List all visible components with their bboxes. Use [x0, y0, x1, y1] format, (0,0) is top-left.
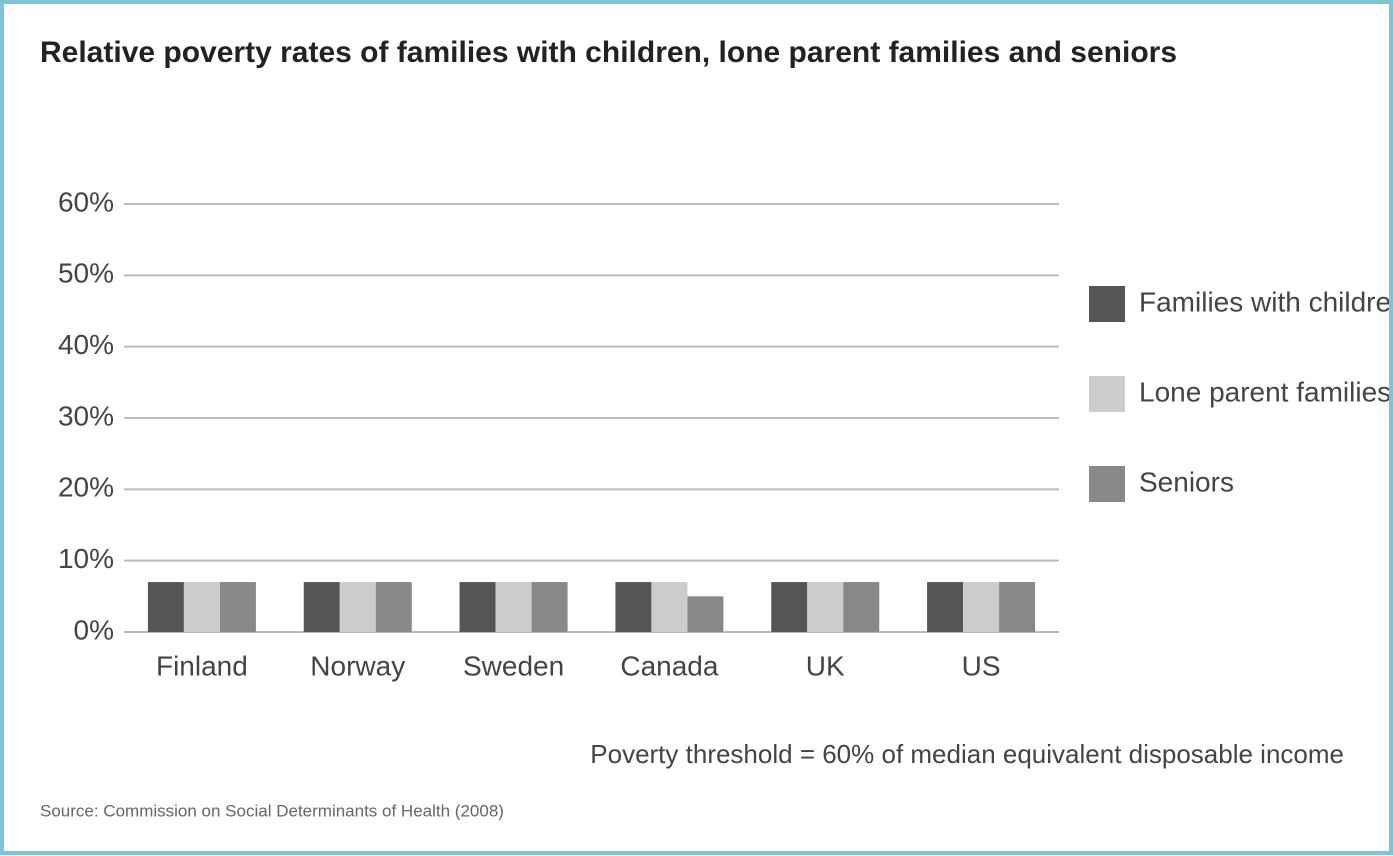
- legend-label: Families with children: [1139, 286, 1389, 317]
- bar: [687, 596, 724, 632]
- bar: [771, 582, 808, 632]
- bar: [219, 582, 256, 632]
- source: Source: Commission on Social Determinant…: [40, 801, 504, 820]
- bar: [303, 582, 340, 632]
- bar: [843, 582, 880, 632]
- y-tick-label: 10%: [58, 543, 114, 574]
- x-tick-label: US: [962, 650, 1001, 681]
- legend-swatch: [1089, 466, 1125, 502]
- y-tick-label: 60%: [58, 186, 114, 217]
- legend-swatch: [1089, 286, 1125, 322]
- bar: [375, 582, 412, 632]
- x-tick-label: Finland: [156, 650, 248, 681]
- chart: Relative poverty rates of families with …: [40, 36, 1393, 821]
- bar: [807, 582, 844, 632]
- bar: [927, 582, 964, 632]
- bar: [963, 582, 1000, 632]
- bar: [651, 582, 688, 632]
- bar: [615, 582, 652, 632]
- x-tick-label: Canada: [620, 650, 719, 681]
- legend-label: Lone parent families: [1139, 376, 1389, 407]
- x-tick-label: UK: [806, 650, 845, 681]
- bar: [183, 582, 220, 632]
- legend-label: Seniors: [1139, 466, 1234, 497]
- bar: [531, 582, 568, 632]
- bar: [495, 582, 532, 632]
- chart-title: Relative poverty rates of families with …: [40, 36, 1177, 69]
- note: Poverty threshold = 60% of median equiva…: [590, 739, 1344, 769]
- y-tick-label: 30%: [58, 400, 114, 431]
- x-tick-label: Norway: [310, 650, 405, 681]
- bar: [459, 582, 496, 632]
- bar: [999, 582, 1036, 632]
- y-tick-label: 20%: [58, 472, 114, 503]
- y-tick-label: 40%: [58, 329, 114, 360]
- bar: [339, 582, 376, 632]
- bar: [147, 582, 184, 632]
- y-tick-label: 0%: [74, 614, 114, 645]
- legend-swatch: [1089, 376, 1125, 412]
- y-tick-label: 50%: [58, 258, 114, 289]
- x-tick-label: Sweden: [463, 650, 564, 681]
